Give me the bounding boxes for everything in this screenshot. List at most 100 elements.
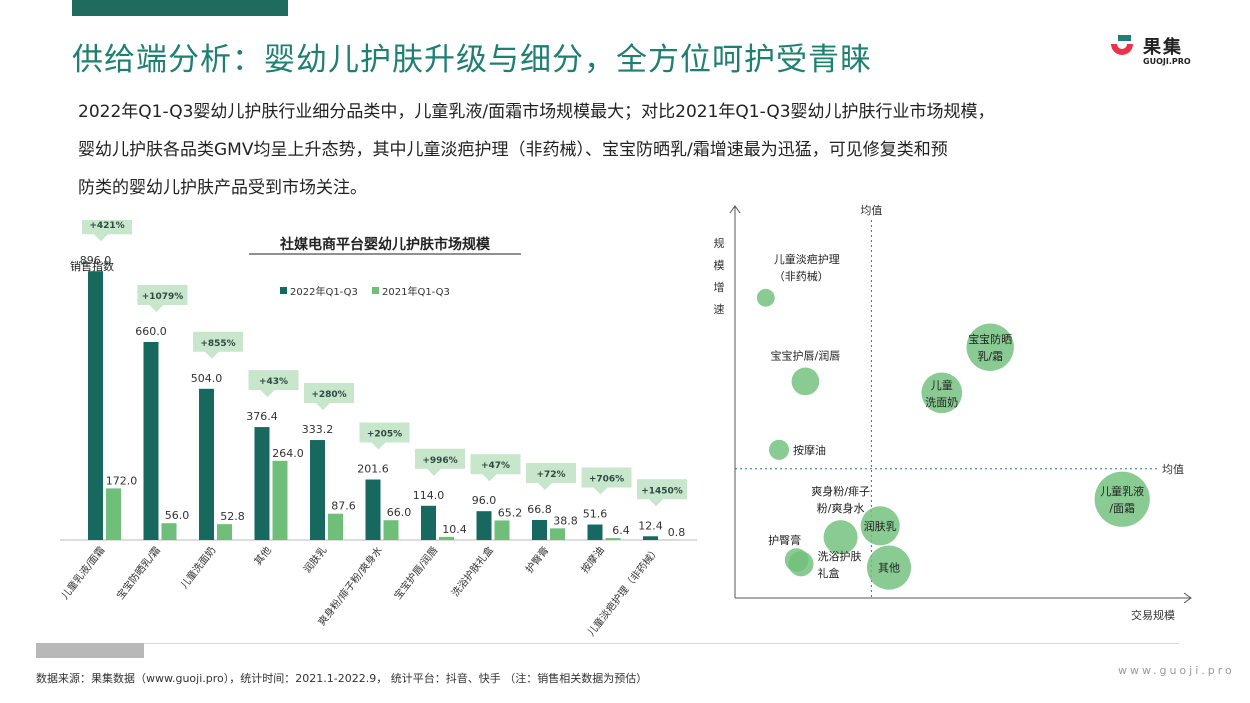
legend-label-1: 2022年Q1-Q3	[290, 285, 358, 298]
growth-label: +43%	[259, 377, 288, 387]
bubble	[1094, 471, 1150, 527]
y-axis-arrow	[729, 205, 741, 214]
data-label-2022: 114.0	[413, 489, 445, 502]
data-label-2021: 66.0	[387, 506, 412, 519]
bar-2022	[88, 271, 103, 540]
data-label-2021: 0.8	[668, 526, 686, 539]
category-label: 儿童乳液/面霜	[58, 544, 107, 602]
reference-label-y: 均值	[1162, 463, 1184, 476]
growth-callout	[526, 462, 576, 490]
growth-label: +72%	[536, 470, 565, 480]
category-label: 洗浴护肤礼盒	[449, 544, 496, 599]
bar-2022	[365, 479, 381, 540]
bar-2022	[587, 524, 603, 540]
brand-logo: 果集 GUOJI.PRO	[1106, 32, 1216, 72]
chart-title: 社媒电商平台婴幼儿护肤市场规模	[279, 236, 491, 253]
growth-callout	[581, 467, 632, 495]
data-label-2022: 333.2	[302, 423, 334, 436]
bar-2022	[643, 536, 658, 540]
bar-2022	[199, 388, 214, 540]
growth-label: +855%	[200, 339, 235, 349]
growth-callout	[193, 331, 243, 359]
bar-2021	[272, 460, 288, 540]
site-url: www.guoji.pro	[1118, 664, 1235, 677]
data-label-2022: 896.0	[80, 254, 112, 267]
growth-label: +47%	[481, 461, 510, 471]
data-label-2022: 66.8	[527, 503, 552, 516]
bubble	[788, 551, 814, 577]
bubble	[791, 367, 820, 396]
bubble-label: 护臀膏	[768, 533, 801, 547]
growth-label: +421%	[89, 221, 124, 231]
data-label-2022: 96.0	[472, 494, 497, 507]
category-label: 宝宝防晒乳/霜	[114, 544, 163, 602]
growth-scale-bubble-chart: 交易规模规模增速均值均值儿童淡疤护理（非药械）宝宝护唇/润唇按摩油宝宝防晒乳/霜…	[714, 204, 1192, 622]
data-label-2021: 56.0	[165, 509, 190, 522]
top-accent-bar	[72, 0, 288, 16]
bar-2021	[217, 524, 232, 540]
footer-divider	[36, 643, 1179, 644]
bar-2021	[605, 538, 621, 540]
growth-label: +706%	[589, 475, 624, 485]
growth-callout	[82, 220, 132, 242]
bubble-label: 儿童洗面奶	[925, 378, 958, 409]
growth-callout	[359, 422, 410, 450]
summary-line-3: 防类的婴幼儿护肤产品受到市场关注。	[78, 178, 367, 198]
data-label-2021: 10.4	[442, 523, 467, 536]
bar-2022	[310, 440, 325, 540]
bubble	[966, 323, 1014, 371]
data-label-2021: 65.2	[498, 506, 523, 519]
logo-icon	[1111, 35, 1133, 55]
bubble-label: 润肤乳	[864, 519, 897, 533]
y-axis-label: 规模增速	[714, 236, 725, 316]
growth-callout	[470, 454, 521, 482]
data-label-2022: 201.6	[357, 463, 389, 476]
reference-label-x: 均值	[860, 204, 882, 217]
category-label: 按摩油	[578, 544, 607, 576]
logo-text: 果集	[1143, 37, 1183, 58]
growth-callout	[304, 383, 354, 411]
bubble-label: 爽身粉/痱子粉/爽身水	[811, 484, 870, 515]
bubble	[756, 288, 775, 307]
category-label: 儿童洗面奶	[177, 544, 218, 591]
growth-callout	[637, 479, 687, 507]
growth-label: +1450%	[641, 486, 683, 496]
growth-callout	[415, 448, 465, 476]
x-axis-arrow	[1183, 592, 1192, 604]
data-label-2022: 504.0	[191, 372, 223, 385]
bar-2022	[254, 427, 270, 540]
data-label-2021: 52.8	[220, 510, 245, 523]
bar-2022	[143, 342, 159, 540]
bubble-label: 其他	[878, 562, 900, 575]
bubble-label: 宝宝防晒乳/霜	[968, 332, 1012, 363]
growth-label: +996%	[422, 456, 457, 466]
bubble	[921, 372, 963, 414]
bar-2022	[421, 505, 436, 540]
bubble-label: 儿童淡疤护理（非药械）	[774, 252, 840, 283]
bar-2021	[439, 536, 454, 540]
bubble-label: 洗浴护肤礼盒	[818, 549, 862, 580]
legend-label-2: 2021年Q1-Q3	[382, 285, 450, 298]
bar-2021	[328, 513, 343, 540]
category-label: 润肤乳	[301, 544, 330, 576]
bar-2022	[476, 511, 492, 540]
legend-swatch-2	[372, 287, 379, 294]
summary-line-1: 2022年Q1-Q3婴幼儿护肤行业细分品类中，儿童乳液/面霜市场规模最大；对比2…	[78, 102, 995, 122]
bubble	[768, 439, 790, 460]
category-label: 宝宝护唇/润唇	[391, 544, 440, 602]
data-label-2022: 376.4	[246, 410, 278, 423]
category-label: 护臀膏	[523, 544, 552, 576]
y-axis-label: 销售指数	[70, 259, 114, 273]
bar-2021	[161, 523, 177, 540]
summary-line-2: 婴幼儿护肤各品类GMV均呈上升态势，其中儿童淡疤护理（非药械）、宝宝防晒乳/霜增…	[78, 140, 948, 160]
growth-label: +280%	[311, 390, 346, 400]
bubble	[860, 506, 900, 546]
bar-2021	[106, 488, 121, 540]
category-label: 其他	[251, 544, 274, 568]
bar-2021	[550, 528, 565, 540]
bar-2022	[532, 519, 547, 540]
summary-text: 2022年Q1-Q3婴幼儿护肤行业细分品类中，儿童乳液/面霜市场规模最大；对比2…	[78, 93, 1188, 207]
data-label-2021: 264.0	[272, 447, 304, 460]
bubble	[823, 520, 858, 555]
